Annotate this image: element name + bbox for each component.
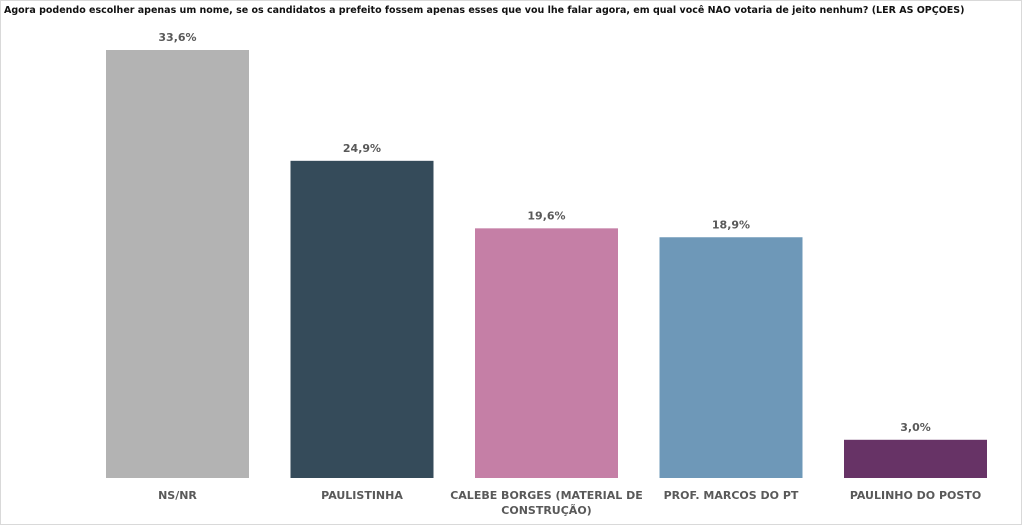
- value-label-2: 24,9%: [343, 142, 381, 155]
- category-label-1: NS/NR: [158, 489, 197, 502]
- category-label-4: PROF. MARCOS DO PT: [664, 489, 799, 502]
- value-label-3: 19,6%: [527, 209, 565, 222]
- value-label-5: 3,0%: [900, 421, 931, 434]
- category-label-3: CALEBE BORGES (MATERIAL DE CONSTRUÇÃO): [450, 489, 643, 517]
- bar-2: [290, 160, 434, 479]
- bar-4: [659, 237, 803, 478]
- chart-title: Agora podendo escolher apenas um nome, s…: [4, 5, 965, 16]
- category-label-2: PAULISTINHA: [321, 489, 403, 502]
- value-label-1: 33,6%: [158, 31, 196, 44]
- value-label-4: 18,9%: [712, 218, 750, 231]
- bar-5: [844, 439, 987, 478]
- category-label-5: PAULINHO DO POSTO: [850, 489, 981, 502]
- bar-1: [106, 50, 249, 478]
- bar-3: [475, 228, 618, 478]
